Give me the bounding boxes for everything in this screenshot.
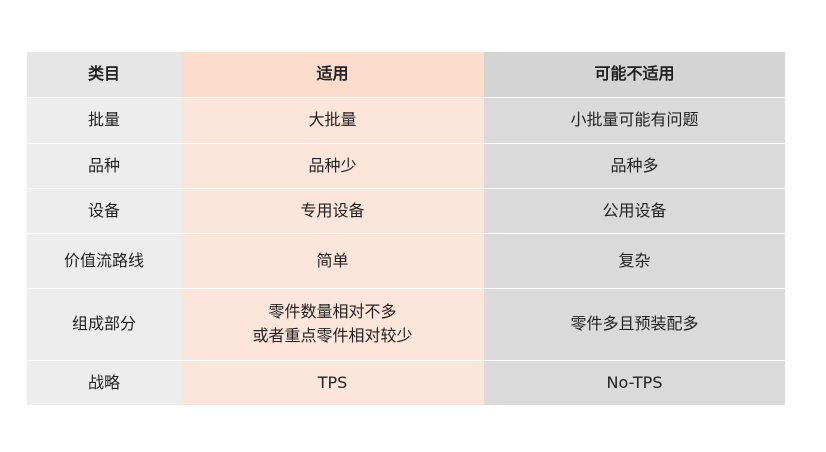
table-cell: 战略	[27, 360, 181, 406]
table-cell: 公用设备	[484, 188, 785, 234]
table-row: 品种 品种少 品种多	[27, 143, 785, 189]
table-row: 类目 适用 可能不适用	[27, 52, 785, 98]
table-cell: 类目	[27, 52, 181, 98]
table-cell: 适用	[181, 52, 484, 98]
table-cell: 价值流路线	[27, 233, 181, 289]
cell-line: 零件数量相对不多	[268, 302, 397, 321]
table-row: 组成部分 零件数量相对不多 或者重点零件相对较少 零件多且预装配多	[27, 288, 785, 361]
table-cell: 简单	[181, 233, 484, 289]
table-cell: 组成部分	[27, 288, 181, 361]
table-cell: TPS	[181, 360, 484, 406]
table-cell: 品种	[27, 143, 181, 189]
table-cell: 大批量	[181, 97, 484, 144]
table-cell: 小批量可能有问题	[484, 97, 785, 144]
comparison-table: 类目 适用 可能不适用 批量 大批量 小批量可能有问题 品种 品种少 品种多 设备 专用设备 公用设备…	[27, 52, 785, 406]
table-cell: 零件多且预装配多	[484, 288, 785, 361]
table-row: 设备 专用设备 公用设备	[27, 188, 785, 234]
table-cell: 零件数量相对不多 或者重点零件相对较少	[181, 288, 484, 361]
table-row: 批量 大批量 小批量可能有问题	[27, 97, 785, 144]
table-cell: 批量	[27, 97, 181, 144]
table-cell: 设备	[27, 188, 181, 234]
table-cell: No-TPS	[484, 360, 785, 406]
table-row: 战略 TPS No-TPS	[27, 360, 785, 406]
table-cell: 品种少	[181, 143, 484, 189]
table-row: 价值流路线 简单 复杂	[27, 233, 785, 289]
table-cell: 可能不适用	[484, 52, 785, 98]
table-cell: 专用设备	[181, 188, 484, 234]
table-cell: 品种多	[484, 143, 785, 189]
cell-line: 或者重点零件相对较少	[252, 326, 413, 345]
table-cell: 复杂	[484, 233, 785, 289]
